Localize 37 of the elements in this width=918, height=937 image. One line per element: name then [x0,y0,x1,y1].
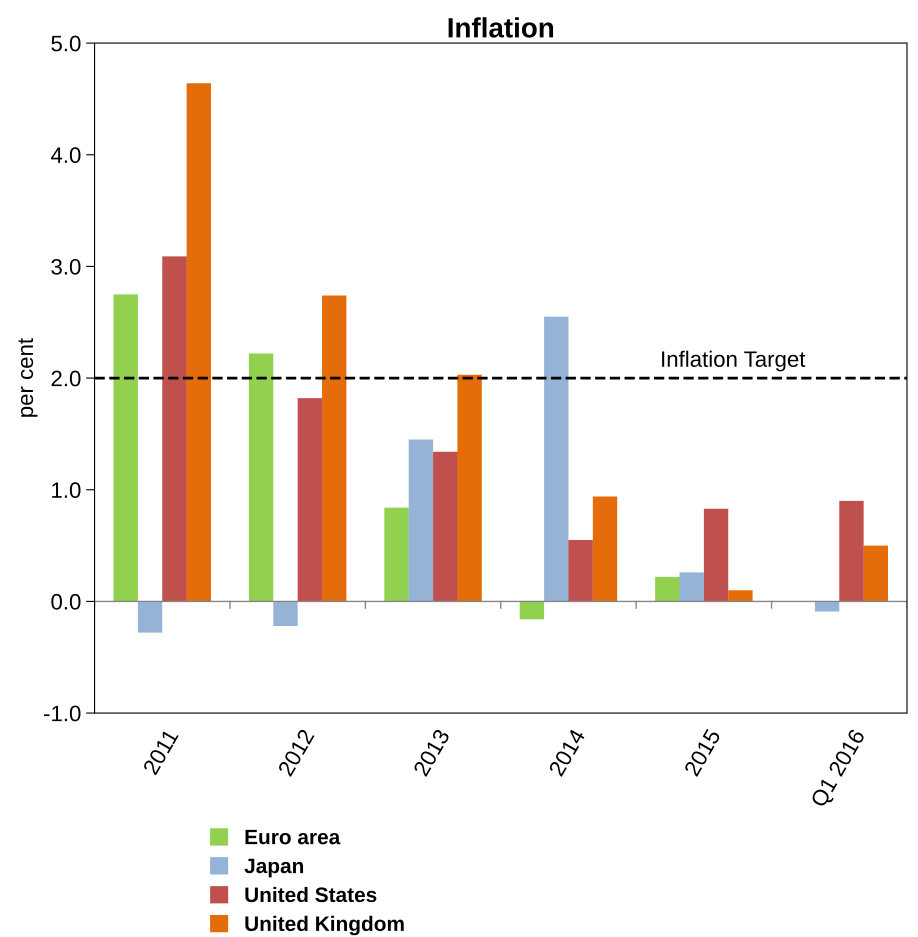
bar [728,590,753,602]
bar [592,496,618,602]
bar [568,540,593,602]
y-tick-label: 4.0 [50,147,80,164]
bar [814,601,840,612]
legend-label: Japan [244,858,304,878]
y-tick-label: 3.0 [51,258,80,275]
bar [114,294,138,602]
bar [248,354,274,602]
bar [384,508,409,602]
y-tick-label: 0.0 [51,594,80,610]
bar [864,546,888,602]
bar [138,601,162,633]
bar [298,398,322,602]
ref-line-label: Inflation Target [662,350,806,372]
y-tick-label: 2.0 [52,370,80,386]
y-tick-label: 5.0 [51,36,80,52]
bar [655,576,680,602]
legend-label: United Kingdom [245,916,404,936]
chart-title: Inflation [448,17,554,38]
y-tick-label: 1.0 [52,482,80,498]
y-tick-label: -1.0 [44,706,80,722]
bar [162,256,187,602]
bar [322,295,346,602]
bar [680,572,704,602]
legend-label: United States [245,886,376,902]
bar [520,601,544,620]
bar [704,508,728,602]
bar [839,500,864,602]
y-axis-title: per cent [18,338,38,417]
legend-label: Euro area [246,830,340,844]
bar [544,316,568,602]
bar [457,374,482,602]
bar [186,83,211,602]
bar [273,601,298,626]
bar [433,452,458,602]
bar [408,439,434,602]
